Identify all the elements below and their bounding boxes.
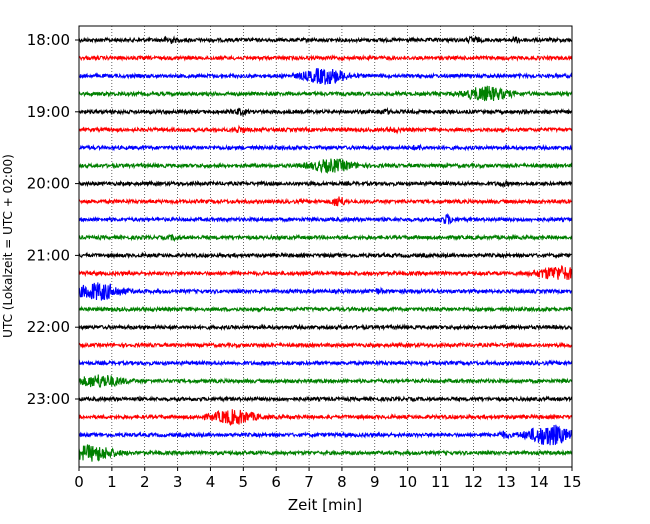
x-tick-label: 12 [464, 473, 483, 491]
seismic-trace-2045 [78, 233, 573, 243]
seismic-trace-2145 [78, 305, 573, 313]
seismic-trace-2300 [78, 395, 573, 403]
x-tick-label: 7 [304, 473, 314, 491]
y-tick-label: 20:00 [27, 175, 70, 193]
x-tick-label: 0 [74, 473, 84, 491]
seismic-trace-2330 [78, 424, 573, 446]
seismic-trace-2115 [78, 265, 573, 280]
seismic-trace-2345 [78, 444, 573, 462]
seismic-trace-1930 [78, 143, 573, 152]
seismic-trace-2230 [78, 359, 573, 367]
seismic-trace-2100 [78, 251, 573, 260]
y-tick-label: 18:00 [27, 31, 70, 49]
seismic-trace-1845 [78, 85, 573, 102]
x-tick-label: 8 [337, 473, 347, 491]
seismic-trace-1945 [78, 158, 573, 174]
seismic-trace-1800 [78, 35, 573, 45]
x-tick-label: 13 [497, 473, 516, 491]
x-tick-label: 14 [530, 473, 549, 491]
x-tick-label: 6 [271, 473, 281, 491]
x-tick-label: 15 [562, 473, 581, 491]
x-axis-label: Zeit [min] [288, 496, 362, 514]
x-tick-label: 4 [206, 473, 216, 491]
seismic-trace-2000 [78, 179, 573, 189]
x-tick-label: 3 [173, 473, 183, 491]
seismic-trace-1830 [78, 67, 573, 85]
x-tick-label: 9 [370, 473, 380, 491]
seismic-trace-2200 [78, 323, 573, 332]
y-tick-label: 22:00 [27, 318, 70, 336]
x-tick-label: 5 [239, 473, 249, 491]
seismic-trace-1900 [78, 106, 573, 118]
x-tick-label: 2 [140, 473, 150, 491]
x-tick-label: 11 [431, 473, 450, 491]
seismic-trace-2030 [78, 212, 573, 225]
y-tick-label: 21:00 [27, 246, 70, 264]
seismic-trace-1915 [78, 124, 573, 135]
seismic-trace-2130 [78, 282, 573, 301]
y-tick-label: 19:00 [27, 103, 70, 121]
y-tick-label: 23:00 [27, 390, 70, 408]
y-axis-label: UTC (Lokalzeit = UTC + 02:00) [1, 154, 15, 338]
plot-frame [78, 25, 573, 468]
seismic-trace-1815 [78, 54, 573, 62]
x-tick-label: 1 [107, 473, 117, 491]
seismic-trace-2015 [78, 196, 573, 207]
seismic-trace-2315 [78, 409, 573, 427]
seismic-trace-2245 [78, 374, 573, 389]
seismic-trace-2215 [78, 341, 573, 350]
x-tick-label: 10 [398, 473, 417, 491]
